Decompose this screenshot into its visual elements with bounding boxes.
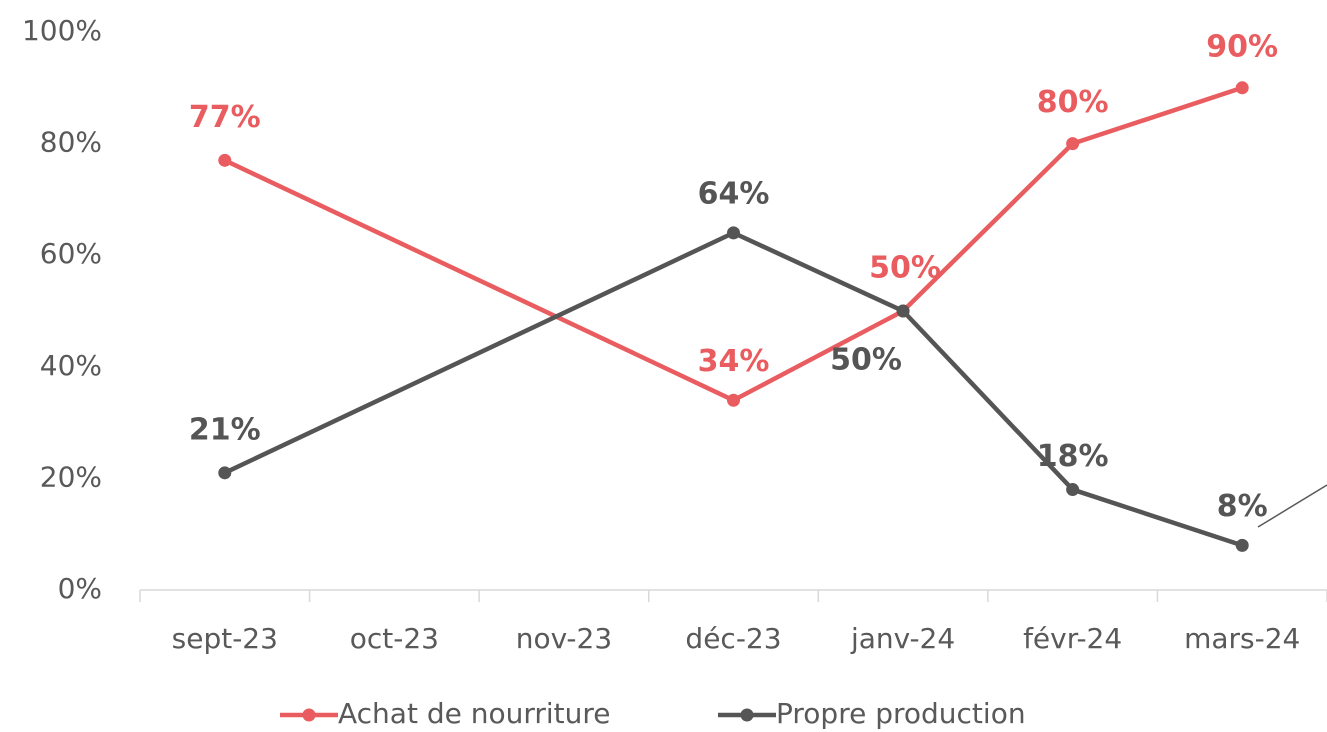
x-tick-label: mars-24 (1184, 622, 1300, 655)
y-tick-label: 40% (40, 349, 102, 382)
data-label: 8% (1217, 489, 1268, 524)
data-label: 64% (698, 176, 770, 211)
y-tick-label: 0% (58, 572, 102, 605)
x-tick-label: janv-24 (850, 622, 955, 655)
data-label: 77% (189, 100, 261, 135)
legend-marker (302, 708, 316, 722)
x-tick-label: nov-23 (516, 622, 612, 655)
leader-line (1257, 484, 1327, 528)
x-tick-label: oct-23 (350, 622, 439, 655)
legend-label: Achat de nourriture (338, 697, 611, 730)
x-tick-label: déc-23 (685, 622, 781, 655)
data-point (1235, 81, 1249, 95)
data-point (218, 466, 232, 480)
data-point (1066, 483, 1080, 497)
data-label: 34% (698, 344, 770, 379)
data-point (896, 304, 910, 318)
series-line (223, 230, 1243, 548)
data-label: 50% (830, 343, 902, 378)
data-point (727, 393, 740, 407)
data-label: 21% (189, 412, 261, 447)
x-tick-label: févr-24 (1023, 622, 1122, 655)
data-label: 18% (1037, 439, 1109, 474)
y-tick-label: 100% (22, 14, 102, 47)
x-tick-label: sept-23 (172, 622, 278, 655)
legend-marker (740, 708, 754, 722)
y-tick-label: 80% (40, 126, 102, 159)
y-tick-label: 60% (40, 237, 102, 270)
data-point (1235, 538, 1249, 552)
y-tick-label: 20% (40, 460, 102, 493)
data-point (218, 153, 232, 167)
data-point (1066, 137, 1080, 151)
data-point (727, 226, 740, 240)
data-label: 90% (1206, 29, 1278, 64)
legend-label: Propre production (776, 697, 1026, 730)
data-label: 50% (869, 251, 941, 286)
data-label: 80% (1037, 85, 1109, 120)
